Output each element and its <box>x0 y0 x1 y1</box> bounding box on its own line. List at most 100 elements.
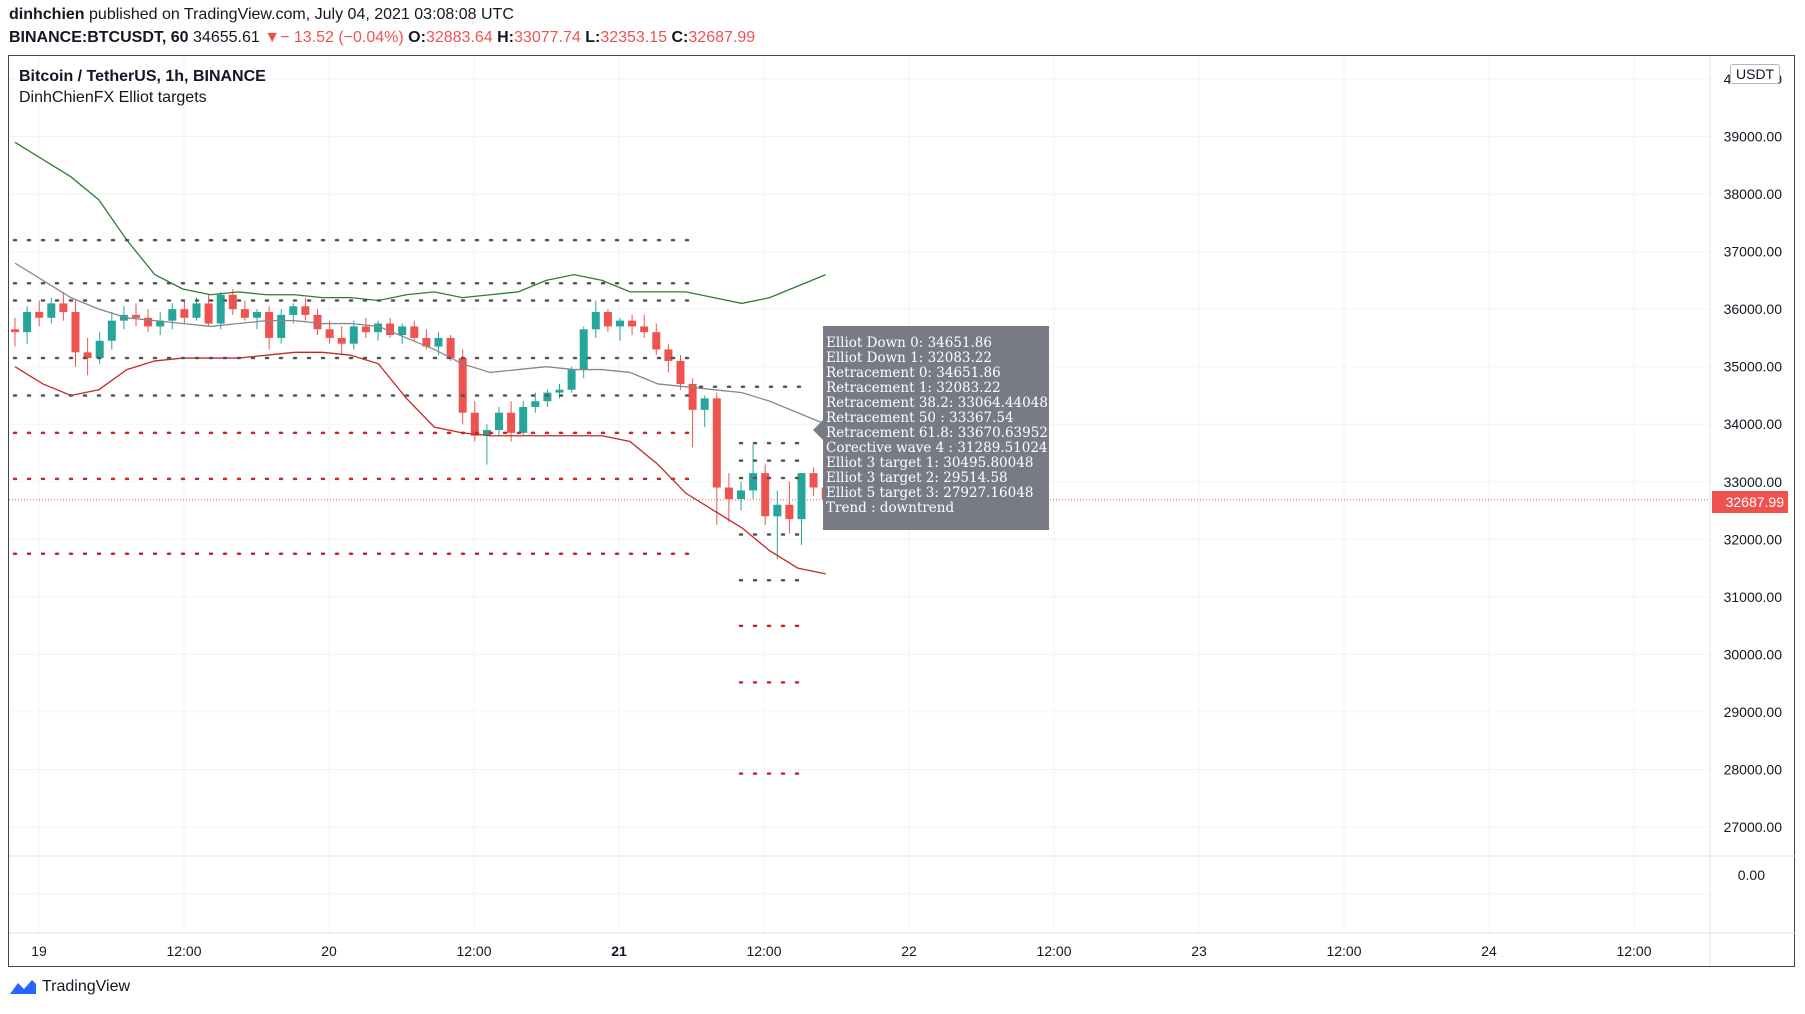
candle-body <box>168 309 177 321</box>
close-label: C: <box>671 29 689 46</box>
x-tick-label: 20 <box>321 943 337 959</box>
candle-body <box>156 320 165 327</box>
x-tick-label: 12:00 <box>1036 943 1071 959</box>
candle-body <box>204 303 213 324</box>
x-tick-label: 12:00 <box>166 943 201 959</box>
tooltip-line: Trend : downtrend <box>826 500 955 516</box>
tooltip-line: Retracement 50 : 33367.54 <box>826 410 1014 426</box>
candle-body <box>265 312 274 338</box>
low-label: L: <box>585 29 601 46</box>
x-tick-label: 12:00 <box>746 943 781 959</box>
candle-body <box>83 352 92 359</box>
candle-body <box>603 312 612 327</box>
last-price: 34655.61 <box>193 29 260 46</box>
candle-body <box>507 412 516 433</box>
candle-body <box>180 309 189 318</box>
legend-title: Bitcoin / TetherUS, 1h, BINANCE <box>19 68 266 85</box>
chart-legend: Bitcoin / TetherUS, 1h, BINANCE DinhChie… <box>19 66 266 108</box>
open-value: 32883.64 <box>425 29 493 46</box>
tooltip-line: Retracement 38.2: 33064.44048 <box>826 395 1048 411</box>
y-tick-label: 34000.00 <box>1724 416 1783 432</box>
candle-body <box>253 312 261 318</box>
symbol-label: BINANCE:BTCUSDT, 60 <box>9 29 189 46</box>
x-tick-label: 23 <box>1191 943 1207 959</box>
candle-body <box>761 473 770 517</box>
elliot-targets-tooltip: Elliot Down 0: 34651.86 Elliot Down 1: 32… <box>813 326 1049 530</box>
tooltip-line: Elliot Down 0: 34651.86 <box>826 335 992 351</box>
candle-body <box>301 306 310 315</box>
y-tick-label: 31000.00 <box>1724 589 1783 605</box>
tooltip-line: Elliot 3 target 1: 30495.80048 <box>826 455 1034 471</box>
tradingview-logo-icon <box>10 980 36 994</box>
upper-band-line <box>14 141 826 305</box>
candle-body <box>313 314 322 330</box>
candle-body <box>422 337 431 347</box>
tooltip-line: Retracement 1: 32083.22 <box>826 380 1001 396</box>
candle-body <box>749 473 758 491</box>
lower-band-line <box>14 351 826 575</box>
high-label: H: <box>497 29 515 46</box>
y-tick-label: 29000.00 <box>1724 704 1783 720</box>
candle-body <box>495 412 503 430</box>
candle-body <box>785 504 794 520</box>
tooltip-line: Corective wave 4 : 31289.51024 <box>826 440 1048 456</box>
candle-body <box>628 320 637 327</box>
y-tick-label: 28000.00 <box>1724 761 1783 777</box>
currency-button[interactable]: USDT <box>1730 64 1781 84</box>
change-arrow-icon: ▼ <box>264 29 281 46</box>
publish-text: published on TradingView.com, July 04, 2… <box>89 6 514 23</box>
candle-body <box>374 323 382 333</box>
low-value: 32353.15 <box>600 29 668 46</box>
candle-body <box>144 317 153 327</box>
candle-body <box>724 487 733 500</box>
tooltip-line: Elliot Down 1: 32083.22 <box>826 350 992 366</box>
chart-frame[interactable] <box>8 55 1795 967</box>
candle-body <box>555 389 564 393</box>
candle-body <box>35 312 44 318</box>
candle-body <box>737 490 745 500</box>
high-value: 33077.74 <box>514 29 581 46</box>
middle-band-line <box>14 262 826 425</box>
candle-body <box>676 360 685 384</box>
candle-body <box>119 314 128 321</box>
candle-body <box>47 303 56 318</box>
author-name[interactable]: dinhchien <box>9 6 85 23</box>
candle-body <box>712 398 721 488</box>
y-tick-label: 27000.00 <box>1724 819 1783 835</box>
open-label: O: <box>408 29 426 46</box>
tooltip-line: Retracement 61.8: 33670.63952 <box>826 425 1048 441</box>
footer-brand[interactable]: TradingView <box>8 978 130 996</box>
legend-indicator[interactable]: DinhChienFX Elliot targets <box>19 89 207 106</box>
x-tick-label: 12:00 <box>456 943 491 959</box>
y-tick-label: 36000.00 <box>1724 301 1783 317</box>
candle-body <box>240 309 249 318</box>
candle-body <box>470 412 479 436</box>
y-tick-label: 30000.00 <box>1724 646 1783 662</box>
brand-name: TradingView <box>42 978 131 995</box>
candle-body <box>700 398 709 410</box>
candle-body <box>446 337 455 359</box>
y-tick-label: 0.00 <box>1738 867 1765 883</box>
candle-body <box>11 329 19 333</box>
candle-body <box>192 303 201 318</box>
candle-body <box>519 406 528 433</box>
tooltip-pointer <box>813 420 823 440</box>
candle-body <box>809 473 818 488</box>
y-tick-label: 32000.00 <box>1724 531 1783 547</box>
candle-body <box>531 401 540 407</box>
candle-body <box>458 358 467 413</box>
x-tick-label: 19 <box>31 943 47 959</box>
y-tick-label: 38000.00 <box>1724 186 1783 202</box>
candle-body <box>434 337 443 347</box>
last-price-tag: 32687.99 <box>1712 491 1788 513</box>
candle-body <box>640 326 649 333</box>
y-tick-label: 35000.00 <box>1724 359 1783 375</box>
candle-body <box>543 392 552 402</box>
close-value: 32687.99 <box>688 29 756 46</box>
candle-body <box>277 314 286 338</box>
candle-body <box>349 326 358 344</box>
change-value: − 13.52 (−0.04%) <box>280 29 404 46</box>
candle-body <box>132 314 140 318</box>
candle-body <box>652 332 661 350</box>
